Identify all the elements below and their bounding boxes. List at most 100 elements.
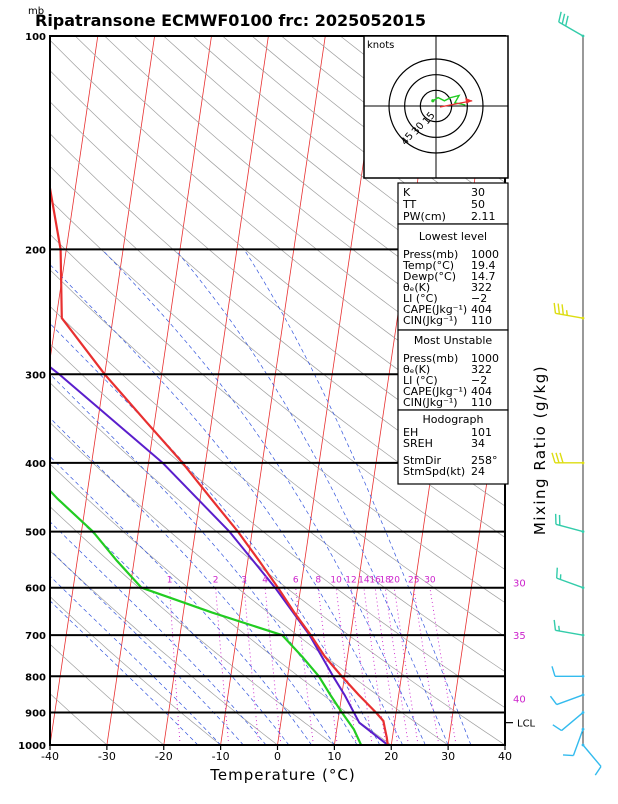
storm-info-row-label: StmSpd(kt) [403, 465, 465, 478]
x-tick-label: 0 [274, 750, 281, 763]
wind-barb-flag [554, 620, 555, 630]
hodograph-surface-point [431, 99, 434, 102]
pressure-tick-label: 700 [25, 631, 46, 642]
mixing-ratio-label: 10 [330, 576, 342, 586]
moist-adiabat-line [0, 249, 243, 745]
wind-barb-base [582, 694, 585, 697]
mixing-ratio-line [430, 588, 456, 745]
most-unstable-header: Most Unstable [414, 334, 493, 347]
moist-adiabat-line [102, 249, 425, 745]
wind-barbs [550, 12, 601, 775]
mixing-ratio-label: 3 [241, 576, 247, 586]
x-tick-label: 30 [441, 750, 455, 763]
wind-barb-half-flag [559, 626, 560, 631]
wind-barb-flag [552, 453, 555, 463]
wind-barb-shaft [555, 630, 583, 635]
mixing-ratio-label: 14 [358, 576, 370, 586]
isotherm-line [221, 36, 326, 745]
index-row-label: PW(cm) [403, 210, 446, 223]
dry-adiabat-line [0, 36, 412, 760]
pressure-tick-label: 300 [25, 370, 46, 381]
wind-barb-base [582, 744, 585, 747]
storm-info-row-value: 24 [471, 465, 485, 478]
wind-barb-shaft [556, 524, 583, 531]
isotherm-line [0, 36, 98, 745]
wind-barb-flag [556, 453, 559, 463]
x-axis-label: Temperature (°C) [209, 766, 355, 784]
wind-barb-half-flag [567, 310, 568, 315]
wind-barb-base [582, 586, 585, 589]
hodograph-info-header: Hodograph [423, 413, 484, 426]
wind-barb-flag [562, 14, 564, 24]
wind-barb-flag [557, 568, 558, 578]
pressure-tick-label: 500 [25, 528, 46, 539]
theta-e-label: 30 [513, 579, 526, 590]
wind-barb-base [582, 634, 585, 637]
pressure-tick-label: 100 [25, 32, 46, 43]
wind-barb [552, 453, 584, 464]
wind-barb-base [582, 530, 585, 533]
chart-title: Ripatransone ECMWF0100 frc: 2025052015 [35, 11, 426, 30]
pressure-tick-label: 900 [25, 709, 46, 720]
wind-barb [556, 514, 585, 533]
lowest-level-header: Lowest level [419, 230, 487, 243]
isotherm-line [107, 36, 212, 745]
mixing-ratio-label: 30 [424, 576, 436, 586]
wind-barb [554, 620, 584, 637]
mixing-ratio-label: 1 [167, 576, 173, 586]
wind-barb-flag [558, 304, 559, 314]
wind-barb-shaft [557, 578, 583, 588]
wind-barb-base [582, 35, 585, 38]
wind-barb-shaft [573, 729, 583, 755]
index-row-value: 2.11 [471, 210, 496, 223]
x-tick-label: -30 [98, 750, 116, 763]
hodograph-info-row-value: 34 [471, 437, 485, 450]
dry-adiabat-line [0, 36, 182, 760]
wind-barb-flag [550, 696, 556, 704]
mixing-ratio-label: 8 [315, 576, 321, 586]
x-tick-label: -10 [212, 750, 230, 763]
moist-adiabat-line [0, 249, 312, 745]
isotherm-line [164, 36, 269, 745]
wind-barb-flag [566, 16, 568, 26]
dry-adiabat-line [16, 36, 618, 760]
pressure-tick-label: 400 [25, 459, 46, 470]
x-tick-label: 10 [327, 750, 341, 763]
wind-barb-shaft [562, 713, 583, 731]
theta-e-label: 35 [513, 631, 526, 642]
x-tick-label: 20 [384, 750, 398, 763]
lcl-label: LCL [517, 719, 536, 730]
thermo-grid [0, 36, 618, 760]
wind-barb-flag [554, 303, 555, 313]
wind-barb-flag [560, 453, 563, 463]
wind-barb [557, 568, 585, 589]
pressure-tick-label: 800 [25, 672, 46, 683]
mixing-ratio-axis-label: Mixing Ratio (g/kg) [531, 365, 549, 535]
dry-adiabat-line [0, 36, 124, 760]
wind-barb-flag [595, 766, 601, 775]
isotherm-line [50, 36, 155, 745]
wind-barb-shaft [559, 22, 583, 36]
mixing-ratio-label: 12 [345, 576, 356, 586]
wind-barb-base [582, 675, 585, 678]
lowest-level-row-label: CIN(Jkg⁻¹) [403, 314, 458, 327]
wind-barb-shaft [555, 313, 583, 318]
wind-barb [582, 744, 601, 776]
wind-barb-flag [552, 666, 555, 676]
hodograph-info-row-label: SREH [403, 437, 433, 450]
wind-barb-base [582, 461, 585, 464]
wind-barb-flag [563, 755, 573, 756]
most-unstable-row-label: CIN(Jkg⁻¹) [403, 396, 458, 409]
pressure-tick-label: 600 [25, 584, 46, 595]
moist-adiabat-line [0, 249, 221, 745]
x-tick-label: -20 [155, 750, 173, 763]
wind-barb [552, 666, 584, 677]
dry-adiabat-line [0, 36, 239, 760]
wind-barb-shaft [583, 745, 601, 766]
mixing-ratio-label: 4 [262, 576, 268, 586]
wind-barb [554, 303, 584, 320]
moist-adiabat-line [0, 249, 357, 745]
